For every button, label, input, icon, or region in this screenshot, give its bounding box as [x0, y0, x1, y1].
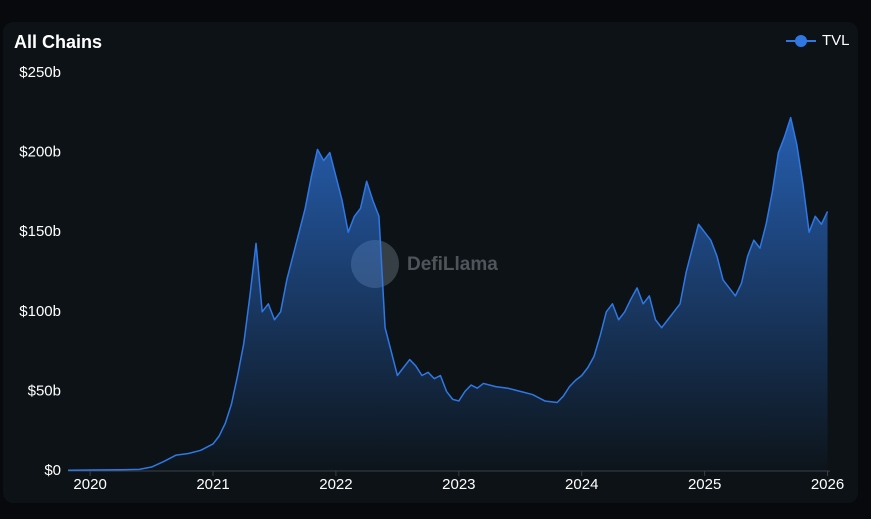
y-tick-label: $250b	[19, 64, 61, 81]
x-tick-label: 2022	[319, 476, 352, 493]
x-tick-label: 2025	[688, 476, 721, 493]
y-tick-label: $100b	[19, 303, 61, 320]
legend-label: TVL	[822, 32, 850, 49]
watermark-text: DefiLlama	[407, 254, 498, 275]
y-tick-label: $200b	[19, 144, 61, 161]
line	[67, 116, 829, 471]
legend-marker	[795, 35, 807, 47]
x-tick-label: 2021	[196, 476, 229, 493]
chart-title: All Chains	[14, 32, 102, 52]
y-tick-label: $50b	[28, 382, 61, 399]
x-tick-label: 2020	[73, 476, 106, 493]
area	[68, 117, 828, 471]
y-tick-label: $150b	[19, 223, 61, 240]
x-tick-label: 2024	[565, 476, 598, 493]
x-tick-label: 2026	[811, 476, 844, 493]
y-tick-label: $0	[44, 462, 61, 479]
x-tick-label: 2023	[442, 476, 475, 493]
